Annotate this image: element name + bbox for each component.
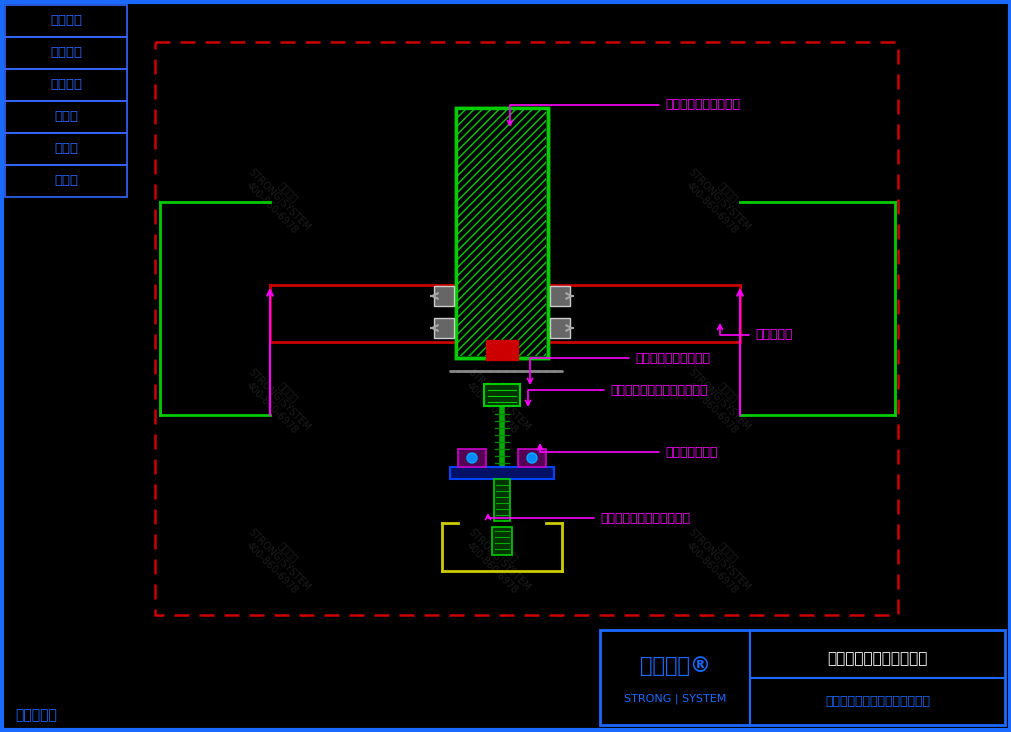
Bar [483,384,520,406]
Bar [434,318,454,338]
Bar [485,340,518,360]
Text: 不锈钢盘头螺栓: 不锈钢盘头螺栓 [537,444,717,458]
Bar [5,37,126,69]
Text: 超级防腐: 超级防腐 [50,78,82,92]
Text: 铝合金横梁: 铝合金横梁 [717,325,792,342]
Text: 大跨度: 大跨度 [54,111,78,124]
Text: 专利产品！: 专利产品！ [15,708,57,722]
Bar [549,286,569,306]
Text: 西创系统
STRONG|SYSTEM
400-860-6978: 西创系统 STRONG|SYSTEM 400-860-6978 [458,159,541,242]
Text: 西创系统
STRONG|SYSTEM
400-860-6978: 西创系统 STRONG|SYSTEM 400-860-6978 [239,159,321,242]
Text: 西创系统：精制钢立柱: 西创系统：精制钢立柱 [507,99,739,125]
Text: 西创系统：公母螺栓（专利）: 西创系统：公母螺栓（专利） [525,384,707,406]
Text: 西创系统
STRONG|SYSTEM
400-860-6978: 西创系统 STRONG|SYSTEM 400-860-6978 [458,519,541,602]
Text: 大通透: 大通透 [54,143,78,155]
Bar [5,133,126,165]
Text: 更纤细: 更纤细 [54,174,78,187]
Text: 西创金属科技（江苏）有限公司: 西创金属科技（江苏）有限公司 [824,695,929,708]
Text: 山东项目：轻钢系统幕墙: 山东项目：轻钢系统幕墙 [827,651,927,666]
Bar [5,165,126,197]
Circle shape [466,453,476,463]
Bar [5,5,126,37]
Text: STRONG | SYSTEM: STRONG | SYSTEM [623,693,726,703]
Text: 西创系统
STRONG|SYSTEM
400-860-6978: 西创系统 STRONG|SYSTEM 400-860-6978 [239,359,321,441]
Bar [493,479,510,521]
Bar [456,108,548,358]
Bar [458,110,546,356]
Text: 西创系统：不锈钢铆母: 西创系统：不锈钢铆母 [527,351,710,384]
Bar [5,101,126,133]
Circle shape [527,453,537,463]
Text: 西创系统
STRONG|SYSTEM
400-860-6978: 西创系统 STRONG|SYSTEM 400-860-6978 [678,519,760,602]
Text: 西创系统
STRONG|SYSTEM
400-860-6978: 西创系统 STRONG|SYSTEM 400-860-6978 [678,359,760,441]
Bar [600,630,1004,725]
Bar [155,42,897,615]
Text: 西创系统：专用横梁连接件: 西创系统：专用横梁连接件 [485,512,690,525]
Bar [549,318,569,338]
Bar [434,286,454,306]
Text: 安全防火: 安全防火 [50,15,82,28]
Text: 西创系统
STRONG|SYSTEM
400-860-6978: 西创系统 STRONG|SYSTEM 400-860-6978 [239,519,321,602]
Text: 西创系统
STRONG|SYSTEM
400-860-6978: 西创系统 STRONG|SYSTEM 400-860-6978 [458,359,541,441]
Bar [450,467,553,479]
Bar [456,108,548,358]
Bar [5,69,126,101]
Text: 环保节能: 环保节能 [50,47,82,59]
Bar [458,449,485,467]
Bar [518,449,546,467]
Text: 西创系统
STRONG|SYSTEM
400-860-6978: 西创系统 STRONG|SYSTEM 400-860-6978 [678,159,760,242]
Bar [491,527,512,555]
Text: 西创系统®: 西创系统® [639,656,710,676]
